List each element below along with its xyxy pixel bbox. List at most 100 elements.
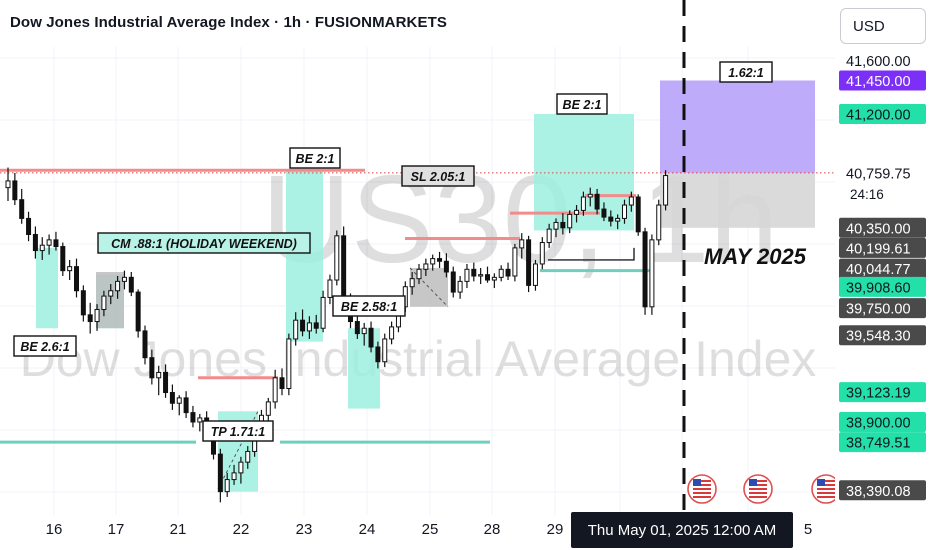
candle-16 xyxy=(115,276,121,299)
candle-82 xyxy=(567,210,573,234)
trade-zone-3 xyxy=(286,170,323,342)
annotation-labels-layer: BE 2.6:1 CM .88:1 (HOLIDAY WEEKEND) TP 1.7… xyxy=(13,61,773,442)
price-axis[interactable] xyxy=(835,0,932,550)
candle-body xyxy=(361,327,367,335)
candle-2 xyxy=(19,188,25,224)
bracket-line xyxy=(548,247,635,261)
candle-94 xyxy=(649,234,655,315)
candle-body xyxy=(5,180,11,189)
flag-canton xyxy=(749,479,757,486)
annotation-text: BE 2:1 xyxy=(563,98,602,112)
candle-body xyxy=(539,242,545,265)
annotation-text: BE 2:1 xyxy=(296,152,335,166)
candle-42 xyxy=(293,312,299,346)
candle-76 xyxy=(526,235,532,293)
candle-84 xyxy=(580,191,586,216)
annotation-label-6: BE 2:1 xyxy=(556,93,608,115)
candle-67 xyxy=(464,263,470,289)
candle-body xyxy=(471,268,477,277)
candle-28 xyxy=(197,413,203,432)
candle-body xyxy=(341,235,347,301)
candle-body xyxy=(368,327,374,348)
candle-body xyxy=(190,412,196,423)
candle-body xyxy=(457,280,463,293)
candle-6 xyxy=(46,234,52,255)
flag-canton xyxy=(817,479,825,486)
candle-89 xyxy=(615,214,621,230)
candle-body xyxy=(101,295,107,310)
candle-64 xyxy=(443,253,449,278)
candle-19 xyxy=(135,289,141,338)
candle-body xyxy=(485,274,490,281)
annotation-box xyxy=(13,335,77,357)
candle-body xyxy=(635,196,641,233)
flag-stripe xyxy=(817,484,835,486)
candle-22 xyxy=(156,365,162,396)
candle-body xyxy=(217,453,223,493)
candle-78 xyxy=(539,237,545,270)
candle-73 xyxy=(505,262,511,281)
candle-body xyxy=(39,244,45,252)
annotation-box xyxy=(556,93,608,115)
candle-body xyxy=(300,319,306,332)
watermark-layer: US30, 1h Dow Jones Industrial Average In… xyxy=(20,151,817,387)
candle-body xyxy=(245,450,251,463)
candle-33 xyxy=(231,464,237,485)
candle-90 xyxy=(622,199,627,224)
flag-stripe xyxy=(693,484,711,486)
candle-body xyxy=(580,196,586,211)
candle-body xyxy=(437,258,443,262)
candle-body xyxy=(649,239,655,308)
candle-53 xyxy=(368,321,374,353)
flag-stripe xyxy=(693,492,711,494)
candle-93 xyxy=(642,227,648,315)
candle-body xyxy=(409,278,415,288)
candle-body xyxy=(478,274,484,277)
flag-stripe xyxy=(749,496,767,498)
flag-stripe xyxy=(749,488,767,490)
candle-body xyxy=(430,258,436,265)
candle-body xyxy=(67,266,73,272)
candle-81 xyxy=(560,213,566,235)
candle-body xyxy=(574,209,580,215)
candle-45 xyxy=(313,314,319,334)
candle-body xyxy=(224,479,230,493)
candle-56 xyxy=(389,321,395,345)
candle-body xyxy=(587,193,593,198)
candle-26 xyxy=(183,391,189,418)
candle-79 xyxy=(546,223,552,248)
watermark-name: Dow Jones Industrial Average Index xyxy=(20,331,817,387)
candle-body xyxy=(656,204,662,241)
candle-body xyxy=(389,326,395,340)
candle-body xyxy=(594,193,600,210)
flag-stripe xyxy=(817,488,835,490)
candle-body xyxy=(80,290,86,316)
candle-34 xyxy=(238,456,244,484)
flag-stripe xyxy=(693,480,711,482)
us-flag-icon xyxy=(687,474,717,504)
candle-18 xyxy=(128,271,134,297)
candle-body xyxy=(74,266,79,292)
candle-body xyxy=(519,239,525,249)
candle-body xyxy=(443,260,449,273)
stop-zone-cm xyxy=(96,271,124,329)
candle-71 xyxy=(491,273,497,289)
candle-9 xyxy=(67,259,73,281)
target-zone xyxy=(660,80,815,173)
candle-91 xyxy=(628,191,634,212)
annotation-text: BE 2.58:1 xyxy=(341,300,397,314)
candle-body xyxy=(567,213,573,229)
candle-body xyxy=(169,392,175,404)
candle-body xyxy=(306,322,312,332)
candle-body xyxy=(26,217,32,235)
candle-20 xyxy=(142,325,148,365)
currency-button[interactable]: USD xyxy=(840,8,926,44)
annotation-label-1: CM .88:1 (HOLIDAY WEEKEND) xyxy=(97,232,311,254)
annotation-box xyxy=(97,232,311,254)
candle-77 xyxy=(532,259,538,291)
candle-body xyxy=(642,231,648,308)
candle-65 xyxy=(450,266,456,298)
candle-body xyxy=(197,417,203,423)
